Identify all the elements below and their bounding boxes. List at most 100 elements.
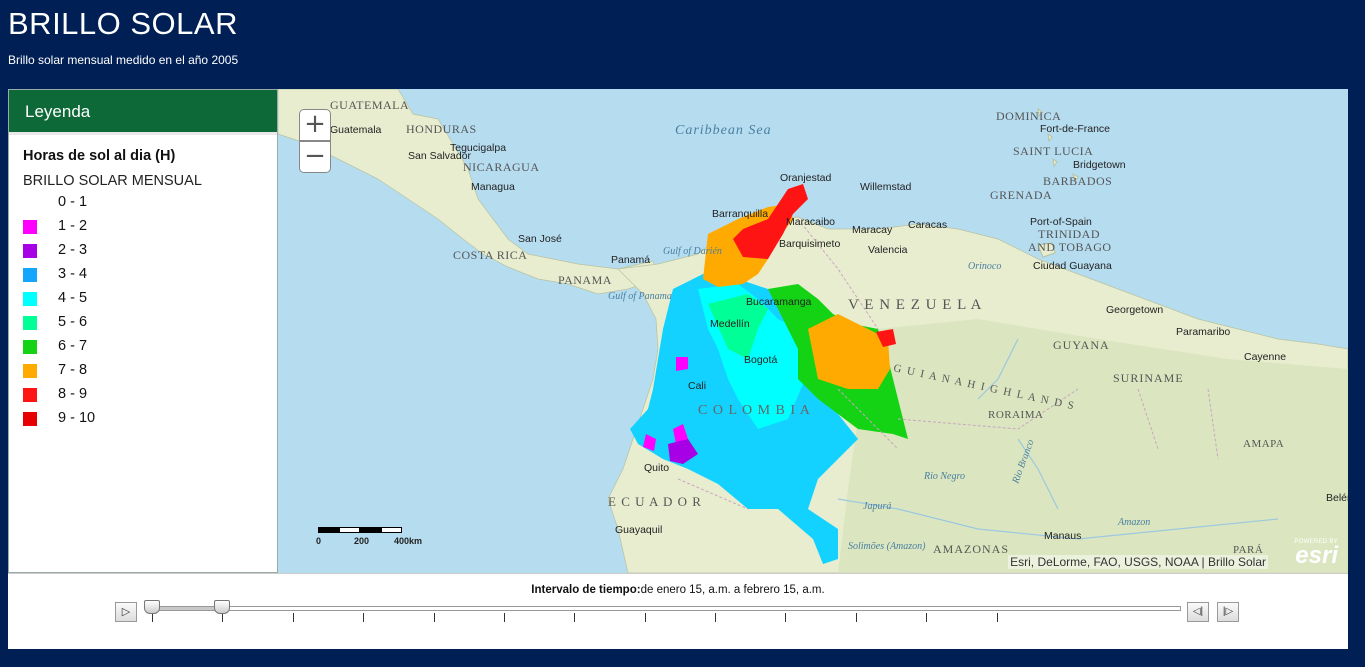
legend-swatch xyxy=(23,292,37,306)
legend-class-label: 9 - 10 xyxy=(58,410,96,426)
city-fort-de-france: Fort-de-France xyxy=(1040,123,1110,135)
city-san-jose: San José xyxy=(518,233,562,245)
legend-class-label: 6 - 7 xyxy=(58,338,88,354)
legend-class-item: 3 - 4 xyxy=(23,265,277,289)
label-amazonas: AMAZONAS xyxy=(933,542,1009,556)
city-port-of-spain: Port-of-Spain xyxy=(1030,216,1092,228)
legend-class-list: 0 - 1 1 - 2 2 - 3 3 - 4 4 - 5 5 - 6 6 - 7 7 - 8… xyxy=(23,193,277,433)
zone-5-6-hours xyxy=(708,294,768,359)
city-maracaibo: Maracaibo xyxy=(786,216,835,228)
city-georgetown: Georgetown xyxy=(1106,304,1163,316)
zone-1-2-hours xyxy=(643,357,688,451)
esri-logo[interactable]: POWERED BY esri xyxy=(1294,539,1338,569)
legend-field-title: Horas de sol al dia (H) xyxy=(23,148,176,164)
label-barbados: BARBADOS xyxy=(1043,174,1112,188)
city-oranjestad: Oranjestad xyxy=(780,172,832,184)
legend-swatch xyxy=(23,412,37,426)
time-slider-start-thumb[interactable] xyxy=(144,600,160,614)
zoom-in-button[interactable]: + xyxy=(299,109,331,141)
legend-class-item: 6 - 7 xyxy=(23,337,277,361)
legend-class-label: 8 - 9 xyxy=(58,386,88,402)
time-slider-tick xyxy=(715,613,717,622)
legend-swatch xyxy=(23,268,37,282)
city-willemstad: Willemstad xyxy=(860,181,912,193)
water-gulf-of-darien: Gulf of Darién xyxy=(663,246,722,257)
city-barquisimeto: Barquisimeto xyxy=(779,238,840,250)
city-ciudad-guayana: Ciudad Guayana xyxy=(1033,260,1112,272)
legend-class-label: 7 - 8 xyxy=(58,362,88,378)
legend-body: Horas de sol al dia (H) BRILLO SOLAR MEN… xyxy=(9,135,277,433)
label-guyana: GUYANA xyxy=(1053,338,1110,352)
rivers xyxy=(837,338,1279,540)
esri-powered-text: POWERED BY xyxy=(1294,539,1338,545)
label-dominica: DOMINICA xyxy=(996,109,1061,123)
city-bogota: Bogotá xyxy=(744,354,777,366)
city-barranquilla: Barranquilla xyxy=(712,208,768,220)
city-medellin: Medellín xyxy=(710,318,750,330)
label-panama: PANAMA xyxy=(558,273,612,287)
map-view[interactable]: GUATEMALA HONDURAS NICARAGUA COSTA RICA … xyxy=(278,89,1348,573)
label-trinidad: TRINIDAD xyxy=(1038,227,1100,241)
time-slider-track[interactable] xyxy=(151,606,1181,611)
legend-class-item: 5 - 6 xyxy=(23,313,277,337)
zone-7-8-hours-east xyxy=(808,314,890,389)
legend-swatch xyxy=(23,196,37,210)
legend-class-label: 3 - 4 xyxy=(58,266,88,282)
city-guayaquil: Guayaquil xyxy=(615,524,662,536)
label-roraima: RORAIMA xyxy=(988,409,1043,421)
legend-class-label: 0 - 1 xyxy=(58,194,88,210)
label-costa-rica: COSTA RICA xyxy=(453,248,527,262)
map-attribution: Esri, DeLorme, FAO, USGS, NOAA | Brillo … xyxy=(1008,555,1268,569)
city-bridgetown: Bridgetown xyxy=(1073,159,1126,171)
zone-2-3-hours xyxy=(668,439,698,464)
next-button[interactable]: |▷ xyxy=(1217,602,1239,622)
time-interval-value: de enero 15, a.m. a febrero 15, a.m. xyxy=(640,584,825,596)
city-manaus: Manaus xyxy=(1044,530,1081,542)
legend-layer-name: BRILLO SOLAR MENSUAL xyxy=(23,173,202,189)
label-colombia: C O L O M B I A xyxy=(698,403,811,418)
city-caracas: Caracas xyxy=(908,219,947,231)
legend-swatch xyxy=(23,244,37,258)
city-cayenne: Cayenne xyxy=(1244,351,1286,363)
city-belem: Belém xyxy=(1326,492,1348,504)
amazon-forest-tint xyxy=(838,319,1348,573)
trinidad-island xyxy=(1037,242,1056,258)
legend-class-item: 4 - 5 xyxy=(23,289,277,313)
label-honduras: HONDURAS xyxy=(406,122,477,136)
water-gulf-of-panama: Gulf of Panama xyxy=(608,291,672,302)
country-borders xyxy=(677,218,1219,510)
label-venezuela: V E N E Z U E L A xyxy=(848,297,983,313)
legend-swatch xyxy=(23,316,37,330)
esri-wordmark: esri xyxy=(1295,542,1338,569)
time-slider-end-thumb[interactable] xyxy=(214,600,231,614)
play-button[interactable]: ▷ xyxy=(115,602,137,622)
city-panama: Panamá xyxy=(611,254,650,266)
zoom-out-button[interactable]: − xyxy=(299,141,331,173)
legend-class-item: 9 - 10 xyxy=(23,409,277,433)
legend-class-item: 0 - 1 xyxy=(23,193,277,217)
previous-button[interactable]: ◁| xyxy=(1187,602,1209,622)
city-bucaramanga: Bucaramanga xyxy=(746,296,812,308)
time-slider-tick xyxy=(433,613,435,622)
legend-class-item: 7 - 8 xyxy=(23,361,277,385)
legend-header[interactable]: Leyenda xyxy=(9,90,277,135)
legend-swatch xyxy=(23,388,37,402)
water-amazon: Amazon xyxy=(1117,517,1150,528)
label-grenada: GRENADA xyxy=(990,188,1052,202)
city-paramaribo: Paramaribo xyxy=(1176,326,1230,338)
lesser-antilles xyxy=(1037,107,1079,183)
time-slider-tick xyxy=(926,613,928,622)
label-guatemala: GUATEMALA xyxy=(330,98,409,112)
map-basemap: GUATEMALA HONDURAS NICARAGUA COSTA RICA … xyxy=(278,89,1348,573)
water-solimoes: Solimões (Amazon) xyxy=(848,541,926,552)
legend-swatch xyxy=(23,364,37,378)
page-title: BRILLO SOLAR xyxy=(8,6,238,41)
time-slider-tick xyxy=(996,613,998,622)
label-amapa: AMAPA xyxy=(1243,438,1284,450)
time-interval-label-bold: Intervalo de tiempo: xyxy=(531,584,641,596)
page-subtitle: Brillo solar mensual medido en el año 20… xyxy=(8,53,239,67)
city-cali: Cali xyxy=(688,380,706,392)
city-quito: Quito xyxy=(644,462,669,474)
city-tegucigalpa: Tegucigalpa xyxy=(450,142,506,154)
scale-label-0: 0 xyxy=(316,536,322,546)
